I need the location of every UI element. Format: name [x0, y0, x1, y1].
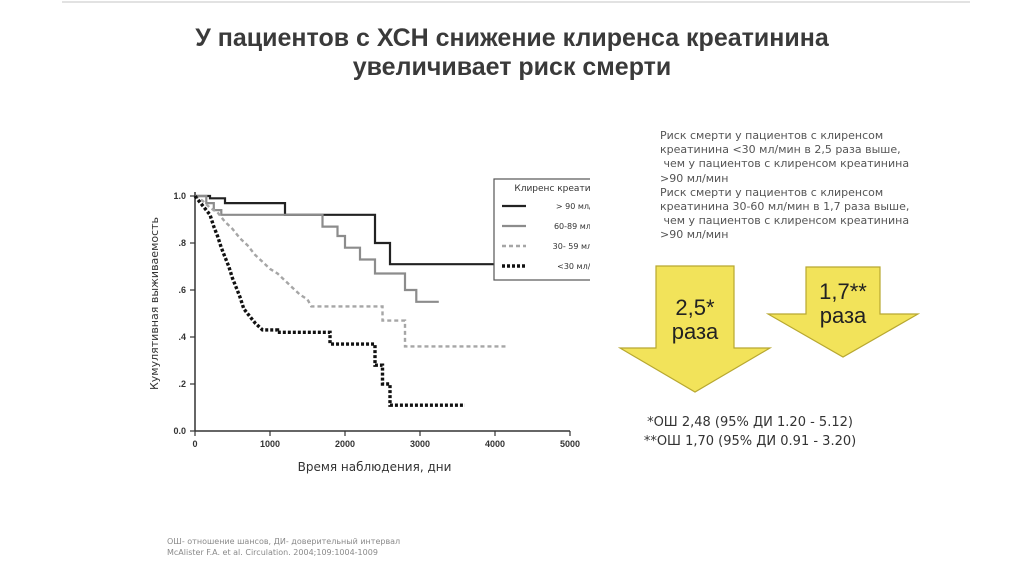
legend-title: Клиренс креатинина: [514, 184, 590, 194]
risk-description: Риск смерти у пациентов с клиренсом креа…: [660, 129, 940, 243]
top-divider: [62, 1, 970, 3]
series-line-3: [194, 194, 507, 348]
survival-chart: 0 1000 2000 3000 4000 5000 0.0 .2 .4 .6 .8 1.0 Время…: [148, 178, 590, 474]
arrow-shape: [766, 266, 920, 358]
x-tick-label: 3000: [410, 439, 430, 449]
legend-entry: 30- 59 мл/мин: [553, 242, 590, 251]
desc-line: чем у пациентов с клиренсом креатинина: [660, 157, 910, 171]
arrow-2-value: 1,7**: [819, 279, 867, 304]
arrow-shape: [618, 265, 772, 393]
x-tick-label: 0: [192, 439, 197, 449]
desc-line: Риск смерти у пациентов с клиренсом: [660, 185, 884, 199]
slide-title: У пациентов с ХСН снижение клиренса креа…: [0, 24, 1024, 82]
x-tick-label: 1000: [260, 439, 280, 449]
footer-abbrev: ОШ- отношение шансов, ДИ- доверительный …: [167, 537, 401, 546]
desc-line: креатинина <30 мл/мин в 2,5 раза выше,: [660, 143, 901, 157]
title-line-1: У пациентов с ХСН снижение клиренса креа…: [195, 24, 829, 52]
legend-entry: 60-89 мл/мин: [554, 222, 590, 231]
y-tick-label: 0.0: [173, 426, 186, 436]
y-tick-label: .8: [178, 238, 186, 248]
legend-box: [493, 178, 590, 281]
arrow-2-label: 1,7** раза: [786, 280, 900, 328]
odds-ratio-notes: *ОШ 2,48 (95% ДИ 1.20 - 5.12) **ОШ 1,70 …: [560, 413, 940, 451]
y-tick-label: .4: [178, 332, 186, 342]
title-line-2: увеличивает риск смерти: [352, 53, 672, 81]
note-line-2: **ОШ 1,70 (95% ДИ 0.91 - 3.20): [643, 434, 857, 449]
x-tick-label: 5000: [560, 439, 580, 449]
arrow-1-label: 2,5* раза: [638, 296, 752, 344]
arrow-1-unit: раза: [671, 319, 719, 344]
arrow-down-2-5: [618, 265, 772, 393]
y-axis-label: Кумулятивная выживаемость: [148, 217, 161, 390]
footer-citation: McAlister F.A. et al. Circulation. 2004;…: [167, 548, 378, 557]
desc-line: креатинина 30-60 мл/мин в 1,7 раза выше,: [660, 200, 910, 214]
desc-line: >90 мл/мин: [660, 228, 729, 242]
series-line-1: [195, 194, 495, 266]
arrow-down-1-7: [766, 266, 920, 358]
footer-notes: ОШ- отношение шансов, ДИ- доверительный …: [167, 536, 567, 558]
desc-line: чем у пациентов с клиренсом креатинина: [660, 214, 910, 228]
x-tick-label: 2000: [335, 439, 355, 449]
arrow-2-unit: раза: [819, 303, 867, 328]
series-line-2: [195, 194, 439, 303]
legend-entry: <30 мл/мин: [557, 262, 590, 271]
y-tick-label: 1.0: [173, 191, 186, 201]
desc-line: >90 мл/мин: [660, 171, 729, 185]
arrow-1-value: 2,5*: [675, 295, 715, 320]
y-tick-label: .2: [178, 379, 186, 389]
y-tick-label: .6: [178, 285, 186, 295]
note-line-1: *ОШ 2,48 (95% ДИ 1.20 - 5.12): [647, 415, 853, 430]
series-line-4: [193, 194, 465, 407]
desc-line: Риск смерти у пациентов с клиренсом: [660, 129, 884, 142]
legend-entry: > 90 мл/мин: [556, 202, 590, 211]
x-axis-label: Время наблюдения, дни: [298, 460, 452, 474]
x-tick-label: 4000: [485, 439, 505, 449]
